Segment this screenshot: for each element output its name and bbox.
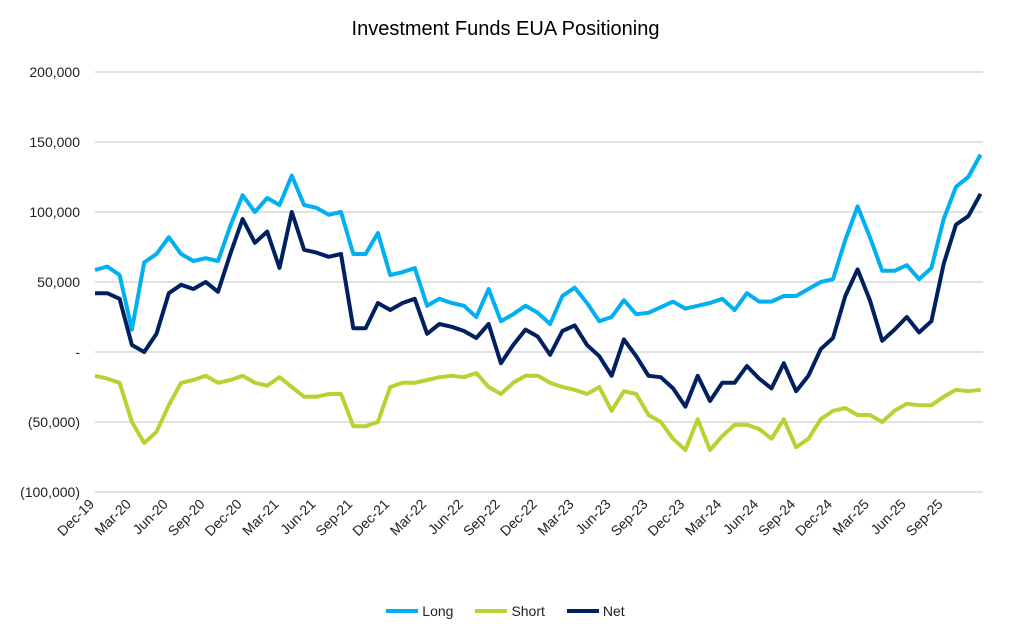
x-tick-label: Sep-25 xyxy=(903,496,946,539)
x-tick-label: Sep-20 xyxy=(165,496,208,539)
legend-item-short: Short xyxy=(475,603,545,619)
x-tick-label: Sep-22 xyxy=(460,496,503,539)
y-tick-label: 100,000 xyxy=(29,204,80,220)
x-tick-label: Mar-24 xyxy=(682,496,725,539)
x-tick-label: Dec-20 xyxy=(201,496,244,539)
chart-title: Investment Funds EUA Positioning xyxy=(351,18,660,40)
legend-label-short: Short xyxy=(511,603,545,619)
x-tick-label: Jun-23 xyxy=(572,496,614,538)
x-tick-label: Sep-24 xyxy=(755,496,798,539)
y-tick-label: 150,000 xyxy=(29,134,80,150)
y-tick-label: 200,000 xyxy=(29,64,80,80)
legend: Long Short Net xyxy=(0,603,1011,619)
y-tick-label: 50,000 xyxy=(37,274,80,290)
y-tick-label: (100,000) xyxy=(20,484,80,500)
x-tick-label: Mar-23 xyxy=(534,496,577,539)
x-tick-label: Mar-25 xyxy=(829,496,872,539)
legend-swatch-long xyxy=(386,609,419,613)
legend-item-long: Long xyxy=(386,603,453,619)
y-tick-label: - xyxy=(75,344,80,360)
x-tick-label: Jun-24 xyxy=(720,496,762,538)
x-tick-label: Mar-21 xyxy=(239,496,282,539)
x-tick-label: Jun-25 xyxy=(867,496,909,538)
x-tick-label: Jun-20 xyxy=(129,496,171,538)
x-tick-label: Mar-22 xyxy=(387,496,430,539)
legend-label-long: Long xyxy=(422,603,454,619)
line-chart: 200,000 150,000 100,000 50,000 - (50,000) (100… xyxy=(20,64,983,539)
x-tick-label: Mar-20 xyxy=(91,496,134,539)
x-tick-label: Jun-21 xyxy=(277,496,319,538)
x-tick-label: Dec-22 xyxy=(497,496,540,539)
x-tick-label: Sep-23 xyxy=(607,496,650,539)
x-tick-label: Jun-22 xyxy=(425,496,467,538)
series-line-short xyxy=(94,371,981,452)
x-tick-label: Dec-19 xyxy=(54,496,97,539)
x-tick-label: Dec-24 xyxy=(792,496,835,539)
x-tick-label: Dec-21 xyxy=(349,496,392,539)
legend-item-net: Net xyxy=(566,603,625,619)
legend-swatch-short xyxy=(475,609,508,613)
x-tick-label: Dec-23 xyxy=(644,496,687,539)
legend-label-net: Net xyxy=(602,603,625,619)
series-line-long xyxy=(94,153,983,332)
x-tick-label: Sep-21 xyxy=(312,496,355,539)
legend-swatch-net xyxy=(566,609,599,613)
y-tick-label: (50,000) xyxy=(28,414,80,430)
